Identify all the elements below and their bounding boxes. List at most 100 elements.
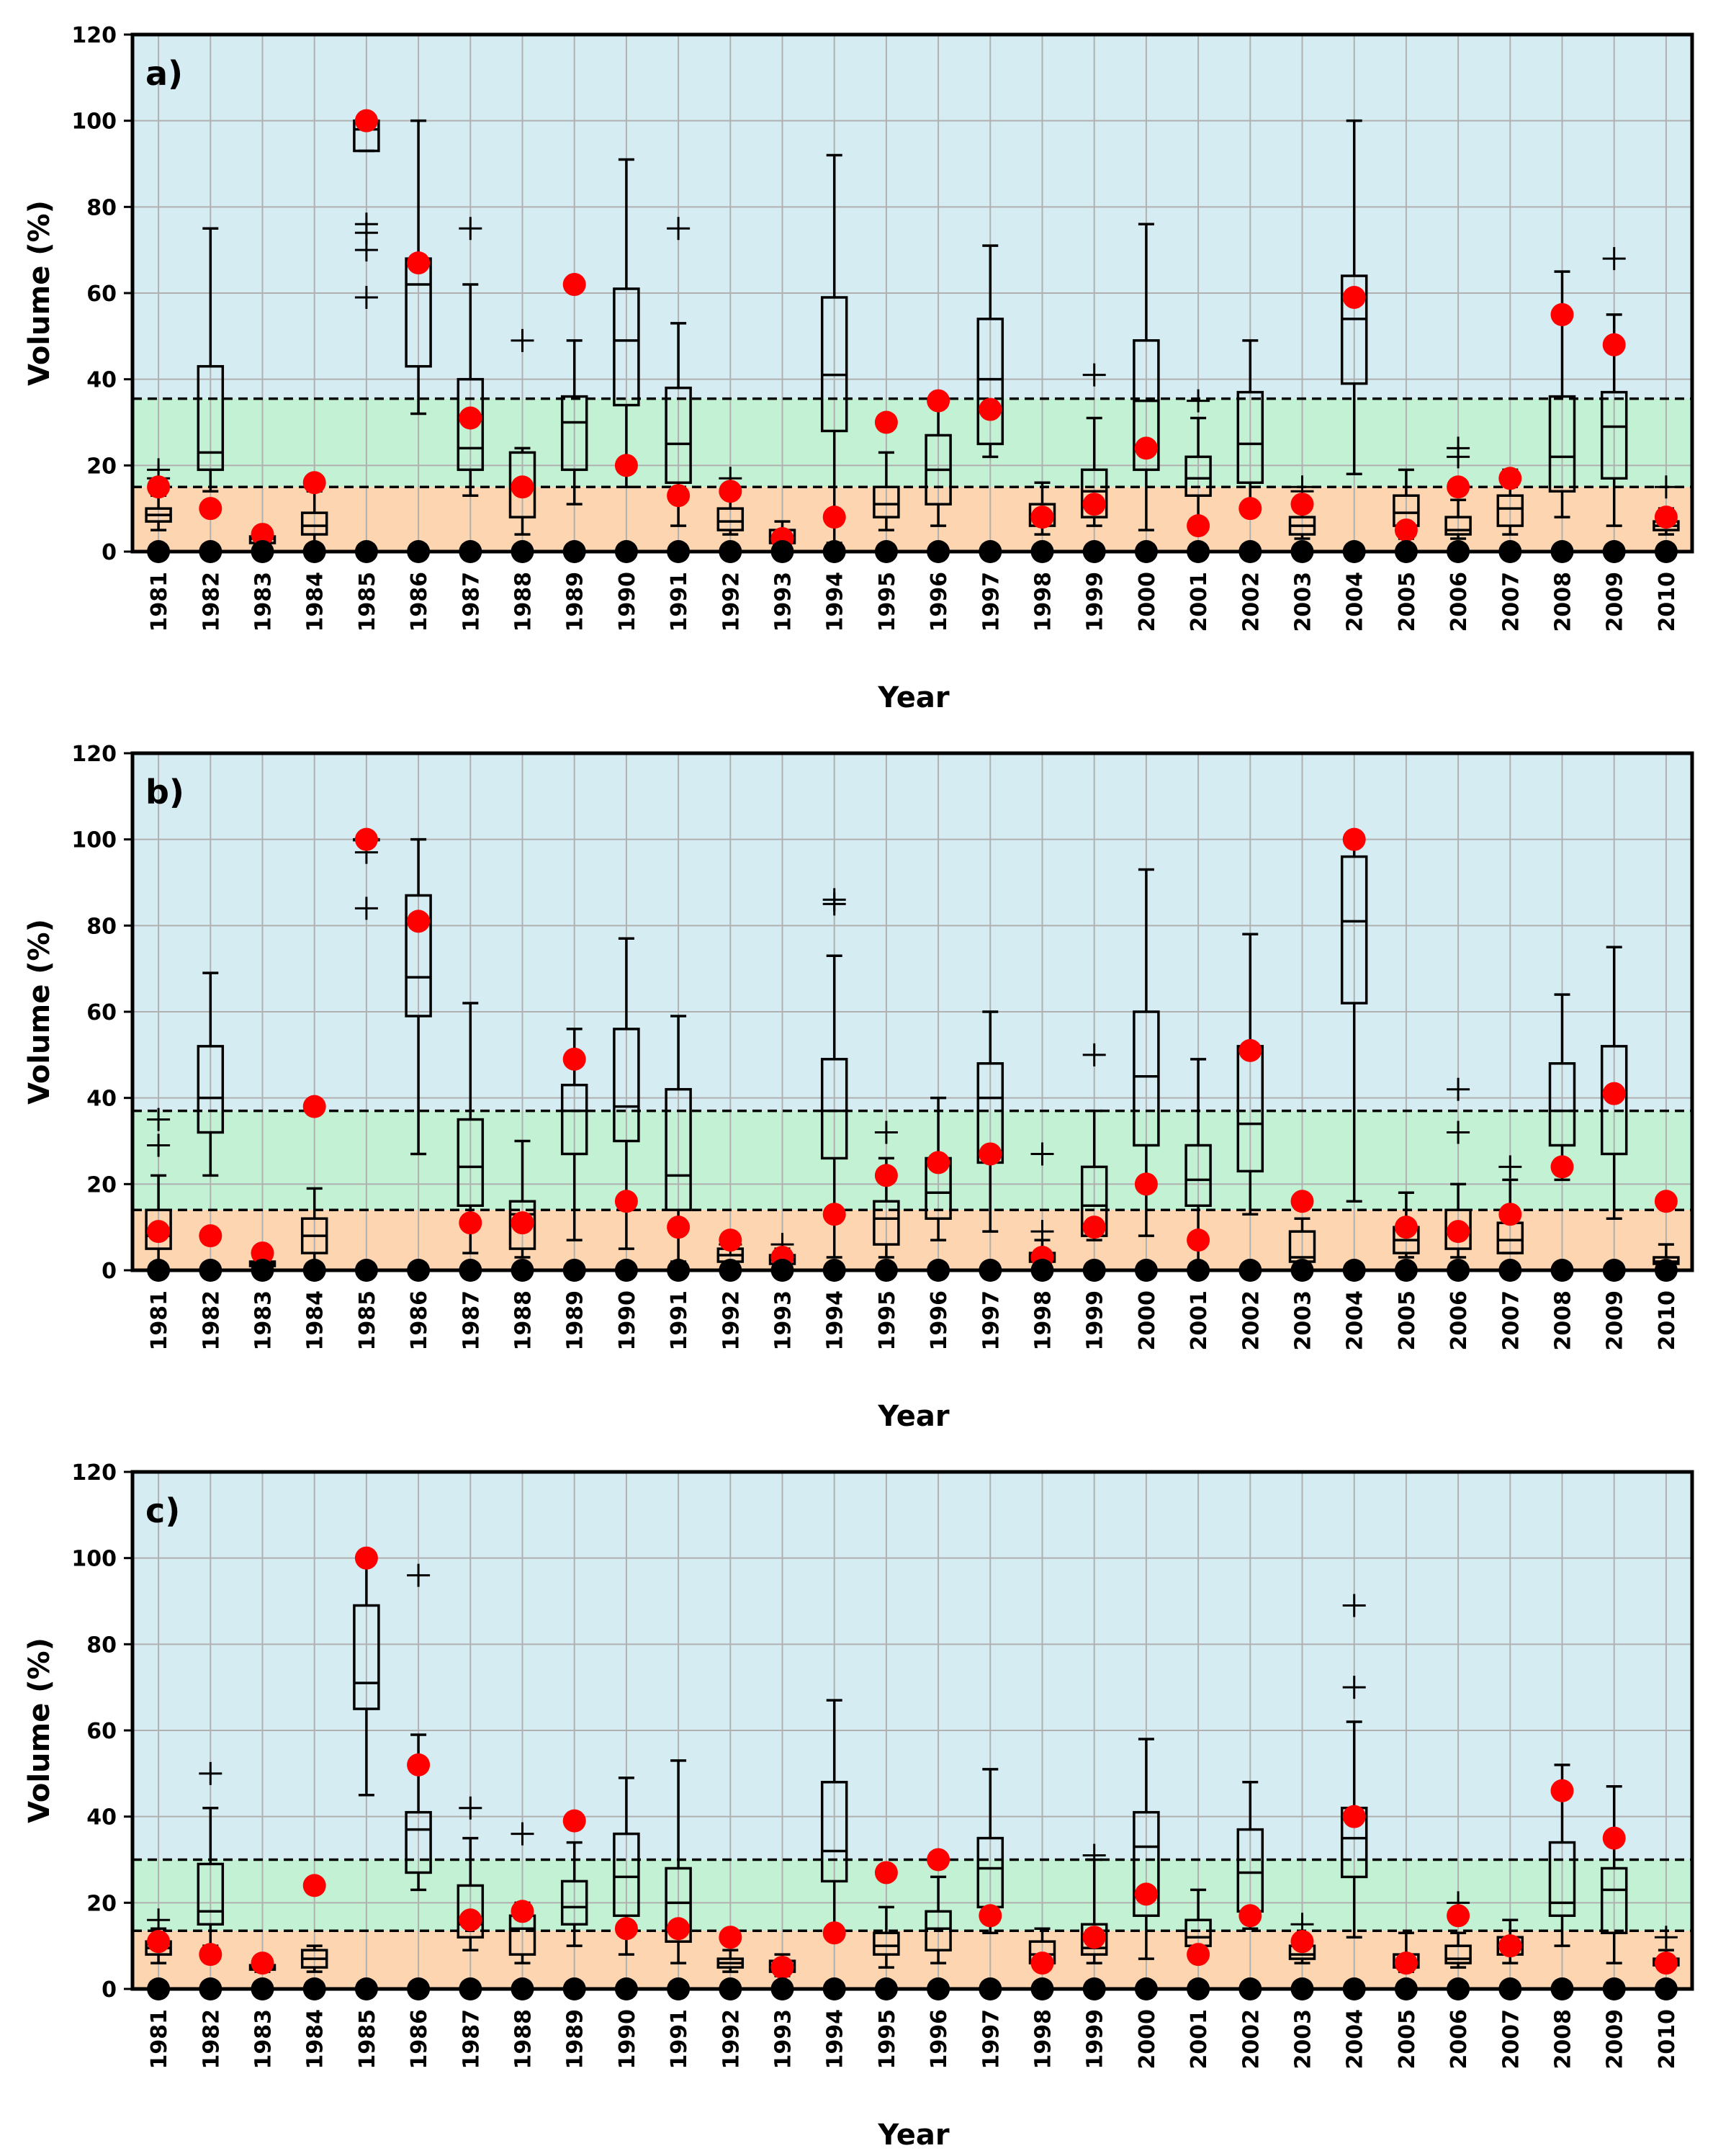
xtick-label: 2000	[1135, 572, 1160, 632]
observed-point-1994	[822, 1921, 846, 1945]
y-axis-title: Volume (%)	[23, 200, 56, 386]
box-1999	[1080, 363, 1108, 527]
observed-point-2006	[1447, 1220, 1470, 1244]
xtick-label: 2004	[1343, 1290, 1368, 1351]
xtick-label: 2008	[1551, 2009, 1576, 2070]
observed-point-1997	[979, 1142, 1002, 1166]
observed-point-1987	[459, 406, 482, 430]
y-axis-title: Volume (%)	[23, 1638, 56, 1823]
xtick-label: 1982	[199, 2009, 224, 2070]
observed-point-1998	[1030, 1951, 1054, 1975]
box-iqr	[976, 318, 1004, 446]
xtick-label: 2009	[1603, 1290, 1628, 1351]
box-iqr	[613, 1832, 640, 1918]
xtick-label: 1993	[771, 1290, 796, 1351]
box-1995	[873, 1120, 900, 1259]
observed-point-1995	[874, 410, 898, 434]
xtick-label: 1988	[511, 2009, 536, 2070]
observed-point-1988	[511, 1900, 534, 1923]
observed-point-1991	[667, 1216, 691, 1239]
box-1990	[613, 1777, 640, 1956]
xtick-label: 1994	[823, 1290, 848, 1351]
observed-point-1992	[719, 1229, 742, 1252]
xtick-label: 1983	[251, 572, 276, 632]
ytick-label: 60	[86, 1719, 117, 1744]
box-iqr	[716, 507, 745, 531]
observed-point-2001	[1187, 1229, 1210, 1252]
box-1982	[197, 971, 225, 1177]
observed-point-1984	[302, 1874, 326, 1897]
band-mid	[132, 1110, 1692, 1210]
box-iqr	[1548, 1841, 1576, 1918]
observed-point-2004	[1342, 827, 1366, 851]
observed-point-2002	[1238, 1038, 1262, 1062]
xtick-label: 2008	[1551, 1290, 1576, 1351]
observed-point-2000	[1134, 1882, 1158, 1906]
xtick-label: 1981	[147, 1290, 172, 1351]
outlier-marker	[354, 897, 378, 920]
box-iqr	[665, 386, 692, 485]
box-iqr	[300, 511, 328, 536]
box-1997	[976, 1010, 1004, 1233]
ytick-label: 80	[86, 914, 117, 939]
observed-point-2004	[1342, 285, 1366, 309]
ytick-label: 60	[86, 282, 117, 307]
box-iqr	[405, 1810, 432, 1874]
box-iqr	[1444, 1208, 1472, 1250]
observed-point-1996	[927, 389, 950, 413]
box-iqr	[665, 1087, 692, 1211]
xtick-label: 1998	[1031, 2009, 1056, 2070]
xtick-label: 1991	[667, 572, 692, 632]
box-iqr	[1184, 455, 1212, 497]
xtick-label: 1986	[407, 1290, 432, 1351]
xtick-label: 1989	[563, 2009, 588, 2070]
band-high	[132, 35, 1692, 399]
xtick-label: 1981	[147, 572, 172, 632]
xtick-label: 2004	[1343, 572, 1368, 632]
outlier-marker	[459, 217, 482, 241]
observed-point-1999	[1082, 493, 1106, 516]
ytick-label: 0	[102, 540, 117, 565]
panel-label: b)	[145, 773, 184, 812]
observed-point-1987	[459, 1211, 482, 1235]
xtick-label: 1995	[875, 1290, 900, 1351]
xtick-label: 1984	[303, 2009, 328, 2070]
observed-point-1983	[251, 1951, 274, 1975]
outlier-marker	[667, 217, 691, 241]
xtick-label: 1983	[251, 2009, 276, 2070]
xtick-label: 1991	[667, 1290, 692, 1351]
observed-point-1999	[1082, 1926, 1106, 1949]
panel-b: 0 20 40 60 80 100 120 1981 1982 1983 1984 1985 1986 1…	[23, 742, 1694, 1433]
outlier-marker	[1498, 1155, 1522, 1179]
observed-point-1981	[147, 1220, 171, 1244]
outlier-marker	[1030, 1220, 1054, 1244]
box-1989	[560, 1841, 588, 1947]
xtick-label: 1987	[459, 2009, 484, 2070]
outlier-marker	[511, 328, 534, 352]
box-iqr	[1444, 516, 1472, 536]
ytick-label: 100	[71, 1547, 117, 1572]
observed-point-1986	[407, 251, 431, 275]
panel-a: 0 20 40 60 80 100 120 1981 1982 1983 1984 1985 1986 1…	[23, 23, 1694, 714]
xtick-label: 2004	[1343, 2009, 1368, 2070]
xtick-label: 2009	[1603, 2009, 1628, 2070]
observed-point-1991	[667, 1917, 691, 1941]
x-axis-title: Year	[877, 2119, 949, 2152]
observed-point-2010	[1654, 1190, 1678, 1213]
xtick-label: 1999	[1083, 1290, 1108, 1351]
xtick-label: 2001	[1187, 572, 1212, 632]
ytick-label: 0	[102, 1259, 117, 1284]
xtick-label: 2002	[1238, 1290, 1264, 1351]
xtick-label: 2009	[1603, 572, 1628, 632]
band-low	[132, 1931, 1692, 1989]
xtick-label: 1998	[1031, 572, 1056, 632]
xtick-label: 2007	[1498, 572, 1524, 632]
outlier-marker	[1654, 475, 1678, 499]
outlier-marker	[1342, 1594, 1366, 1617]
outlier-marker	[459, 1796, 482, 1820]
observed-point-2002	[1238, 1904, 1262, 1928]
band-high	[132, 753, 1692, 1111]
observed-point-1992	[719, 1926, 742, 1949]
box-2008	[1548, 1764, 1576, 1947]
xtick-label: 2002	[1238, 572, 1264, 632]
